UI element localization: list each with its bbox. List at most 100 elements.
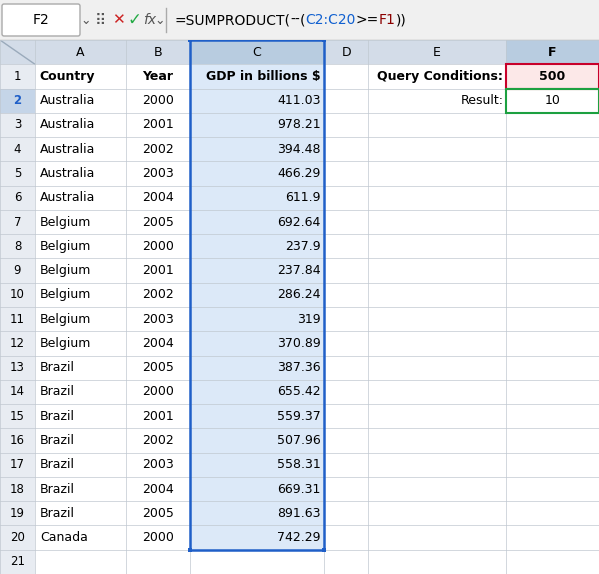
Text: 2000: 2000: [142, 531, 174, 544]
Bar: [126, 88, 190, 113]
Text: 978.21: 978.21: [277, 118, 320, 131]
Bar: [0, 501, 35, 525]
Bar: [324, 525, 368, 550]
Bar: [35, 185, 126, 210]
Text: 286.24: 286.24: [277, 288, 320, 301]
Bar: [506, 355, 599, 380]
Bar: [324, 550, 368, 574]
Text: F2: F2: [32, 13, 49, 27]
Text: 15: 15: [10, 410, 25, 422]
Text: Brazil: Brazil: [40, 483, 75, 495]
Text: 8: 8: [14, 240, 21, 253]
Bar: [190, 40, 324, 64]
Bar: [368, 88, 506, 113]
Bar: [0, 161, 35, 185]
Text: 466.29: 466.29: [277, 167, 320, 180]
Bar: [190, 428, 324, 453]
Bar: [126, 283, 190, 307]
Bar: [126, 210, 190, 234]
Text: 2005: 2005: [142, 216, 174, 228]
Bar: [35, 550, 126, 574]
Bar: [506, 64, 599, 88]
Bar: [0, 258, 35, 283]
Text: 19: 19: [10, 507, 25, 520]
Text: 10: 10: [10, 288, 25, 301]
Bar: [126, 234, 190, 258]
Bar: [368, 161, 506, 185]
Text: 559.37: 559.37: [277, 410, 320, 422]
Bar: [190, 210, 324, 234]
Text: 2005: 2005: [142, 361, 174, 374]
Bar: [368, 380, 506, 404]
Bar: [368, 258, 506, 283]
Bar: [35, 355, 126, 380]
Text: 11: 11: [10, 313, 25, 325]
Text: Brazil: Brazil: [40, 386, 75, 398]
Text: --: --: [290, 13, 300, 27]
Text: 319: 319: [297, 313, 320, 325]
Text: Brazil: Brazil: [40, 410, 75, 422]
Bar: [126, 161, 190, 185]
Text: F: F: [548, 46, 556, 59]
Bar: [324, 453, 368, 477]
Bar: [368, 40, 506, 64]
Bar: [190, 137, 324, 161]
Bar: [35, 501, 126, 525]
Bar: [190, 453, 324, 477]
Bar: [368, 404, 506, 428]
Bar: [368, 501, 506, 525]
Text: 21: 21: [10, 556, 25, 568]
Bar: [0, 113, 35, 137]
Bar: [190, 380, 324, 404]
Text: ⠿: ⠿: [95, 13, 105, 28]
Bar: [506, 307, 599, 331]
Bar: [506, 88, 599, 113]
Text: 13: 13: [10, 361, 25, 374]
Text: 2000: 2000: [142, 386, 174, 398]
Bar: [35, 88, 126, 113]
Bar: [0, 380, 35, 404]
Bar: [324, 477, 368, 501]
Text: 669.31: 669.31: [277, 483, 320, 495]
Text: Belgium: Belgium: [40, 216, 91, 228]
Text: 3: 3: [14, 118, 21, 131]
Bar: [506, 550, 599, 574]
Text: 2000: 2000: [142, 240, 174, 253]
Text: 9: 9: [14, 264, 21, 277]
Text: 2002: 2002: [142, 143, 174, 156]
Text: 411.03: 411.03: [277, 94, 320, 107]
Bar: [190, 525, 324, 550]
Text: Belgium: Belgium: [40, 264, 91, 277]
Bar: [35, 113, 126, 137]
Bar: [506, 161, 599, 185]
Bar: [35, 234, 126, 258]
Text: fx: fx: [143, 13, 156, 27]
Bar: [35, 283, 126, 307]
Text: 20: 20: [10, 531, 25, 544]
Text: 655.42: 655.42: [277, 386, 320, 398]
Bar: [0, 453, 35, 477]
Bar: [0, 283, 35, 307]
Bar: [126, 550, 190, 574]
Bar: [126, 355, 190, 380]
Bar: [0, 185, 35, 210]
Text: 558.31: 558.31: [277, 458, 320, 471]
Text: 18: 18: [10, 483, 25, 495]
Bar: [368, 331, 506, 355]
Bar: [0, 355, 35, 380]
Text: 2002: 2002: [142, 434, 174, 447]
Bar: [324, 161, 368, 185]
Bar: [368, 283, 506, 307]
Bar: [506, 283, 599, 307]
Text: ✓: ✓: [127, 11, 141, 29]
Bar: [324, 355, 368, 380]
Bar: [35, 477, 126, 501]
Bar: [0, 477, 35, 501]
Bar: [190, 550, 324, 574]
Bar: [0, 137, 35, 161]
Bar: [324, 283, 368, 307]
Bar: [506, 380, 599, 404]
Text: 2001: 2001: [142, 264, 174, 277]
Text: 2005: 2005: [142, 507, 174, 520]
Bar: [35, 40, 126, 64]
